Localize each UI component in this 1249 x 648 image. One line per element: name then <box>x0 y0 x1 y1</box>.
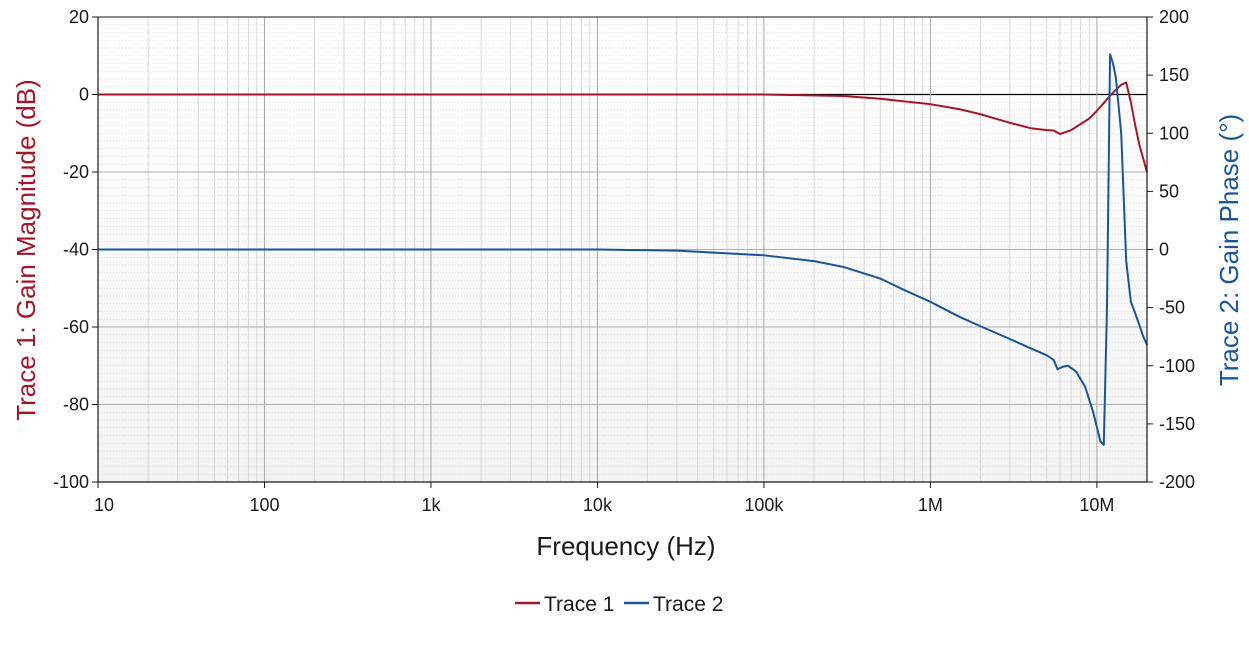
x-tick-label: 1k <box>421 495 441 515</box>
y-right-tick-label: 200 <box>1159 7 1189 27</box>
y-right-tick-label: 150 <box>1159 65 1189 85</box>
legend-label-trace-2: Trace 2 <box>653 593 723 616</box>
y-left-tick-label: -80 <box>63 395 89 415</box>
y-right-tick-label: -50 <box>1159 298 1185 318</box>
legend-label-trace-1: Trace 1 <box>544 593 614 616</box>
y-right-tick-label: 50 <box>1159 181 1179 201</box>
y-left-tick-label: -100 <box>53 472 89 492</box>
y-left-tick-label: -40 <box>63 240 89 260</box>
legend: Trace 1 Trace 2 <box>515 593 723 616</box>
tick-labels: 200-20-40-60-80-100200150100500-50-100-1… <box>53 7 1195 515</box>
series-line-trace-2 <box>98 53 1148 446</box>
x-axis-title: Frequency (Hz) <box>536 531 715 561</box>
x-tick-label: 10M <box>1079 495 1114 515</box>
x-tick-label: 10 <box>94 495 114 515</box>
x-tick-label: 1M <box>918 495 943 515</box>
axes <box>92 16 1153 488</box>
y-right-tick-label: 100 <box>1159 123 1189 143</box>
series-line-trace-1 <box>98 81 1148 173</box>
grid <box>97 16 1148 483</box>
y-right-tick-label: -200 <box>1159 472 1195 492</box>
y-right-tick-label: -150 <box>1159 414 1195 434</box>
x-tick-label: 100k <box>744 495 784 515</box>
series-lines <box>98 53 1148 446</box>
y-axis-right-title: Trace 2: Gain Phase (°) <box>1214 114 1244 386</box>
y-left-tick-label: -20 <box>63 162 89 182</box>
x-tick-label: 10k <box>583 495 613 515</box>
y-left-tick-label: 0 <box>79 85 89 105</box>
y-left-tick-label: -60 <box>63 317 89 337</box>
y-axis-left-title: Trace 1: Gain Magnitude (dB) <box>11 79 41 421</box>
y-right-tick-label: 0 <box>1159 240 1169 260</box>
y-right-tick-label: -100 <box>1159 356 1195 376</box>
x-tick-label: 100 <box>249 495 279 515</box>
y-left-tick-label: 20 <box>69 7 89 27</box>
